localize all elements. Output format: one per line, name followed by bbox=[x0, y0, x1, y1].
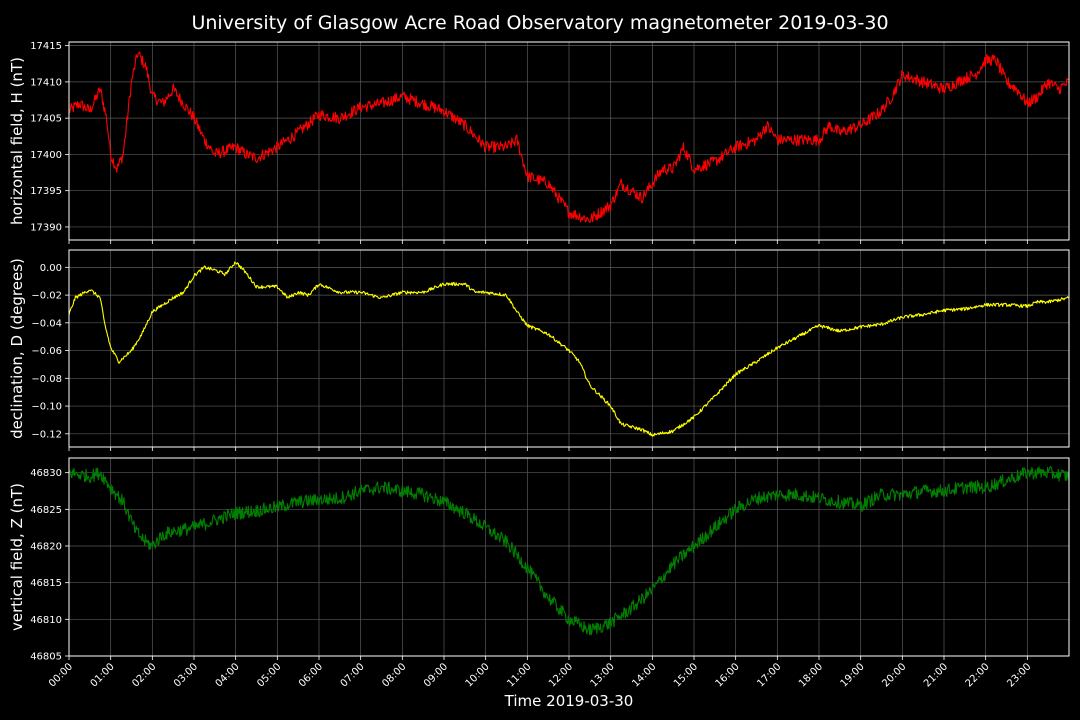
y-tick-label: −0.10 bbox=[31, 402, 62, 413]
y-tick-label: 17395 bbox=[30, 186, 62, 197]
axes-frame bbox=[68, 41, 1070, 241]
y-tick-label: 17400 bbox=[30, 150, 62, 161]
y-tick-label: 17405 bbox=[30, 114, 62, 125]
y-axis-label: horizontal field, H (nT) bbox=[8, 57, 26, 225]
y-tick-label: −0.02 bbox=[31, 291, 62, 302]
y-tick-label: 46810 bbox=[30, 615, 62, 626]
y-tick-label: 17390 bbox=[30, 222, 62, 233]
y-tick-label: −0.08 bbox=[31, 374, 62, 385]
series-line-declination bbox=[68, 261, 1070, 437]
y-tick-label: 17410 bbox=[30, 77, 62, 88]
panel-declination: −0.12 −0.10 −0.08 −0.06 −0.04 −0.02 0.00 declin… bbox=[8, 249, 1070, 451]
axes-frame bbox=[68, 249, 1070, 448]
y-axis-label: vertical field, Z (nT) bbox=[8, 483, 26, 631]
y-tick-label: 0.00 bbox=[40, 263, 62, 274]
x-axis-label: Time 2019-03-30 bbox=[504, 692, 634, 710]
series-line-vertical bbox=[68, 465, 1070, 636]
y-tick-label: 46815 bbox=[30, 578, 62, 589]
y-tick-label: −0.04 bbox=[31, 318, 62, 329]
y-tick-label: 46825 bbox=[30, 505, 62, 516]
y-tick-label: −0.06 bbox=[31, 346, 62, 357]
chart-title: University of Glasgow Acre Road Observat… bbox=[191, 12, 888, 34]
y-tick-label: −0.12 bbox=[31, 429, 62, 440]
panel-vertical: 46805 46810 46815 46820 46825 46830 vertical f… bbox=[8, 457, 1070, 663]
series-line-horizontal bbox=[68, 51, 1070, 223]
y-tick-label: 17415 bbox=[30, 41, 62, 52]
panel-horizontal: 17390 17395 17400 17405 17410 17415 horizontal… bbox=[8, 41, 1070, 244]
axes-frame bbox=[68, 457, 1070, 657]
y-axis-label: declination, D (degrees) bbox=[8, 258, 26, 439]
y-tick-label: 46805 bbox=[30, 652, 62, 663]
y-tick-label: 46820 bbox=[30, 542, 62, 553]
y-tick-label: 46830 bbox=[30, 468, 62, 479]
